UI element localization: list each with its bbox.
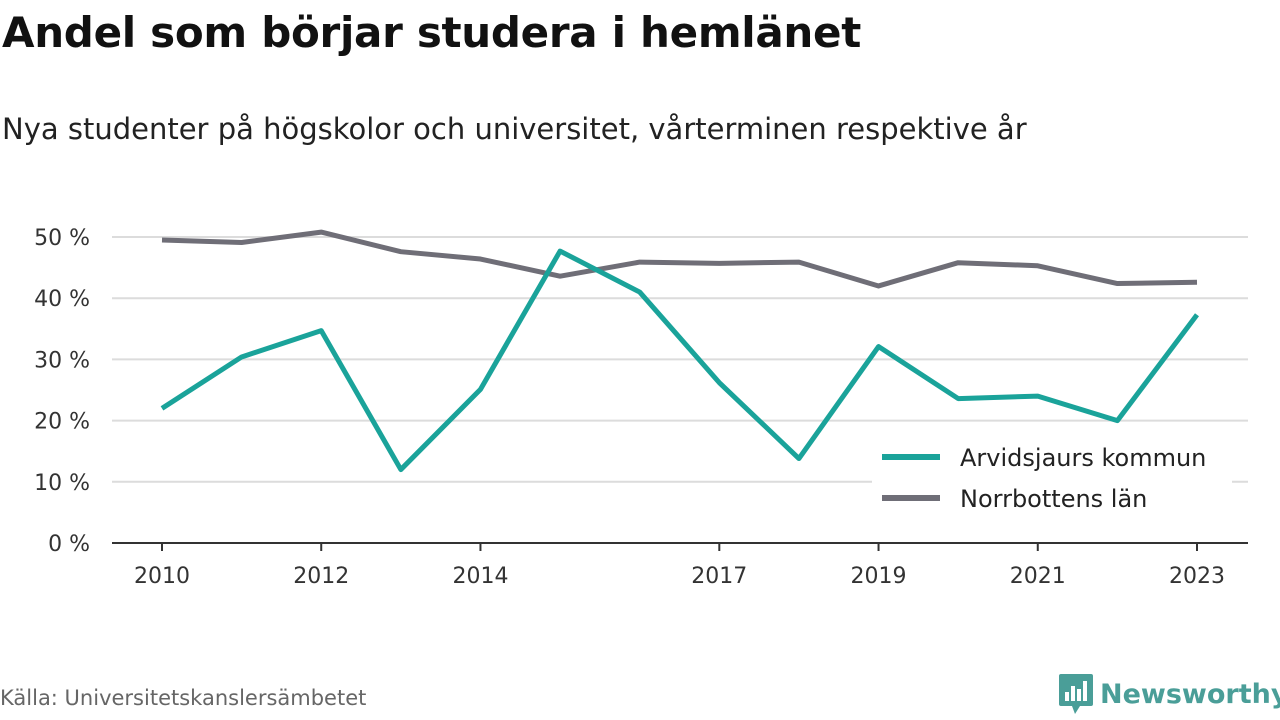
x-tick-label: 2021 [1010,564,1066,589]
legend: Arvidsjaurs kommun Norrbottens län [872,436,1232,522]
line-chart: 0 % 10 % 20 % 30 % 40 % 50 % 2010 2012 2014 2017… [34,226,1248,589]
y-tick-label: 20 % [34,410,90,435]
series-lines [160,229,1199,473]
bar-chart-speech-bubble-icon [1059,674,1093,714]
legend-background [872,436,1232,522]
y-tick-label: 40 % [34,287,90,312]
x-axis: 2010 2012 2014 2017 2019 2021 2023 [112,542,1248,589]
x-tick-label: 2010 [134,564,190,589]
legend-label: Arvidsjaurs kommun [960,444,1206,472]
brand-logo: Newsworthy [1058,672,1280,716]
x-tick-label: 2023 [1169,564,1225,589]
y-tick-label: 30 % [34,348,90,373]
chart-title: Andel som börjar studera i hemlänet [2,8,861,57]
legend-label: Norrbottens län [960,485,1147,513]
series-line [160,248,1199,473]
series-line [161,229,1198,289]
y-tick-label: 10 % [34,471,90,496]
y-tick-label: 50 % [34,226,90,251]
y-tick-label: 0 % [48,532,90,557]
chart-subtitle: Nya studenter på högskolor och universit… [2,112,1027,146]
y-axis: 0 % 10 % 20 % 30 % 40 % 50 % [34,226,90,557]
source-note: Källa: Universitetskanslersämbetet [0,686,367,710]
x-tick-label: 2019 [851,564,907,589]
brand-name: Newsworthy [1100,678,1280,710]
x-tick-label: 2012 [293,564,349,589]
x-tick-label: 2017 [691,564,747,589]
x-tick-label: 2014 [452,564,508,589]
